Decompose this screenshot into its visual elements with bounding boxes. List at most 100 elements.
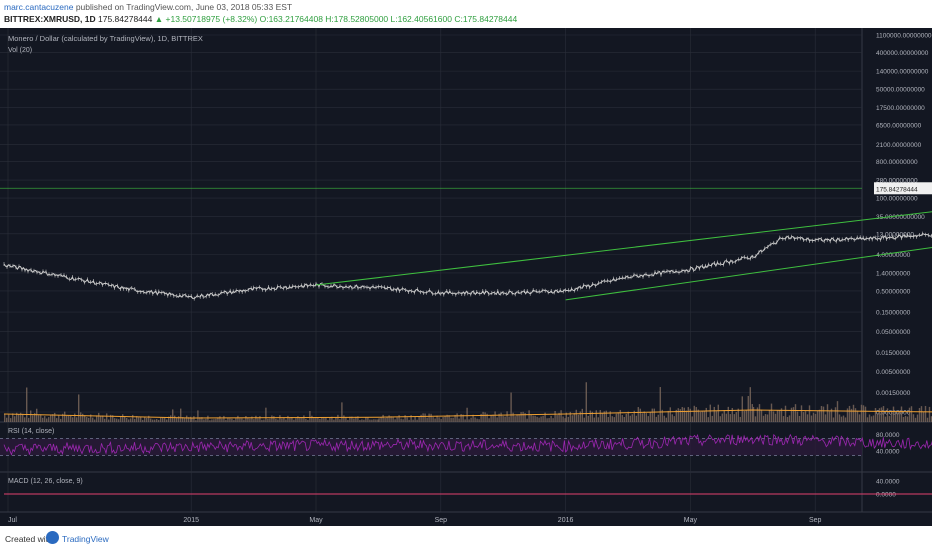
- volume-bar: [550, 415, 552, 422]
- volume-bar: [422, 413, 424, 422]
- volume-bar: [786, 416, 789, 422]
- chart-area[interactable]: Jul2015MaySep2016MaySep2017MaySep2018May…: [0, 28, 932, 526]
- volume-bar: [215, 418, 217, 422]
- volume-bar: [174, 415, 176, 422]
- volume-bar: [84, 415, 86, 422]
- volume-bar: [30, 410, 32, 422]
- volume-bar: [758, 404, 761, 422]
- volume-bar: [199, 417, 201, 422]
- volume-bar: [176, 417, 178, 422]
- y-tick-label: 13.00000000: [876, 231, 914, 238]
- volume-bar: [894, 413, 897, 422]
- volume-bar: [168, 416, 170, 422]
- volume-bar: [311, 415, 313, 422]
- volume-bar: [663, 415, 665, 422]
- volume-bar: [472, 414, 474, 422]
- volume-bar: [18, 414, 20, 422]
- volume-bar: [404, 415, 406, 422]
- volume-bar: [506, 411, 508, 422]
- author-link[interactable]: marc.cantacuzene: [4, 2, 74, 12]
- volume-bar: [870, 416, 873, 422]
- price-series-line: [3, 233, 932, 300]
- volume-bar: [599, 410, 601, 422]
- volume-bar: [416, 419, 418, 422]
- volume-bar: [468, 419, 470, 422]
- volume-bar: [804, 411, 807, 422]
- volume-bar: [615, 413, 617, 422]
- volume-bar: [627, 411, 629, 422]
- tradingview-brand[interactable]: TradingView: [62, 534, 109, 544]
- volume-bar: [826, 404, 829, 422]
- volume-bar: [575, 409, 577, 422]
- volume-bar: [560, 410, 562, 422]
- volume-bar: [466, 407, 468, 422]
- volume-bar: [201, 417, 203, 422]
- volume-bar: [353, 418, 355, 422]
- volume-bar: [456, 413, 458, 422]
- volume-bar: [562, 416, 564, 422]
- y-tick-label: 6500.00000000: [876, 122, 922, 129]
- volume-bar: [631, 414, 633, 422]
- volume-bar: [186, 415, 188, 422]
- volume-bar: [534, 415, 536, 422]
- volume-bar: [581, 408, 583, 422]
- volume-bar: [524, 413, 526, 422]
- volume-bar: [647, 416, 649, 422]
- volume-bar: [540, 416, 542, 422]
- volume-bar: [727, 406, 729, 422]
- published-info: published on TradingView.com, June 03, 2…: [75, 2, 293, 12]
- volume-bar: [655, 416, 657, 422]
- volume-bar: [868, 414, 871, 422]
- volume-bar: [102, 415, 104, 422]
- volume-bar: [217, 417, 219, 422]
- volume-bar: [285, 419, 287, 422]
- volume-bar: [351, 416, 353, 422]
- volume-bar: [321, 417, 323, 422]
- volume-bar: [333, 419, 335, 422]
- volume-bar: [315, 417, 317, 422]
- volume-bar: [695, 407, 697, 422]
- volume-bar: [386, 417, 388, 422]
- volume-bar: [854, 408, 857, 422]
- volume-bar: [408, 419, 410, 422]
- volume-bar: [609, 411, 611, 422]
- volume-bar: [182, 417, 184, 422]
- volume-bar: [776, 410, 779, 422]
- volume-bar: [297, 416, 299, 422]
- volume-bar: [852, 404, 855, 422]
- volume-bar: [76, 417, 78, 422]
- y-tick-label: 400000.00000000: [876, 50, 929, 57]
- volume-bar: [331, 416, 333, 422]
- volume-bar: [739, 416, 741, 422]
- volume-bar: [134, 418, 136, 422]
- volume-bar: [478, 419, 480, 422]
- volume-bar: [916, 414, 919, 422]
- volume-bar: [567, 416, 569, 422]
- volume-bar: [900, 406, 903, 422]
- volume-bar: [412, 419, 414, 422]
- volume-bar: [382, 414, 384, 422]
- volume-bar: [641, 413, 643, 422]
- volume-bar: [766, 414, 769, 422]
- volume-bar: [886, 408, 889, 422]
- volume-bar: [450, 417, 452, 422]
- volume-bar: [371, 419, 373, 422]
- volume-bar: [444, 415, 446, 422]
- volume-bar: [908, 407, 911, 422]
- publish-header: marc.cantacuzene published on TradingVie…: [0, 0, 932, 28]
- volume-bar: [74, 413, 76, 422]
- volume-bar: [760, 409, 763, 422]
- volume-bar: [717, 404, 719, 422]
- volume-bar: [213, 419, 215, 422]
- volume-bar: [12, 413, 14, 422]
- volume-bar: [247, 417, 249, 422]
- volume-bar: [22, 413, 24, 422]
- volume-bar: [221, 418, 223, 422]
- volume-bar: [691, 416, 693, 422]
- volume-bar: [518, 414, 520, 422]
- volume-bar: [890, 411, 893, 422]
- volume-bar: [430, 413, 432, 422]
- volume-bar: [343, 415, 345, 422]
- rsi-tick-label: 40.0000: [876, 449, 900, 456]
- volume-bar: [723, 410, 725, 422]
